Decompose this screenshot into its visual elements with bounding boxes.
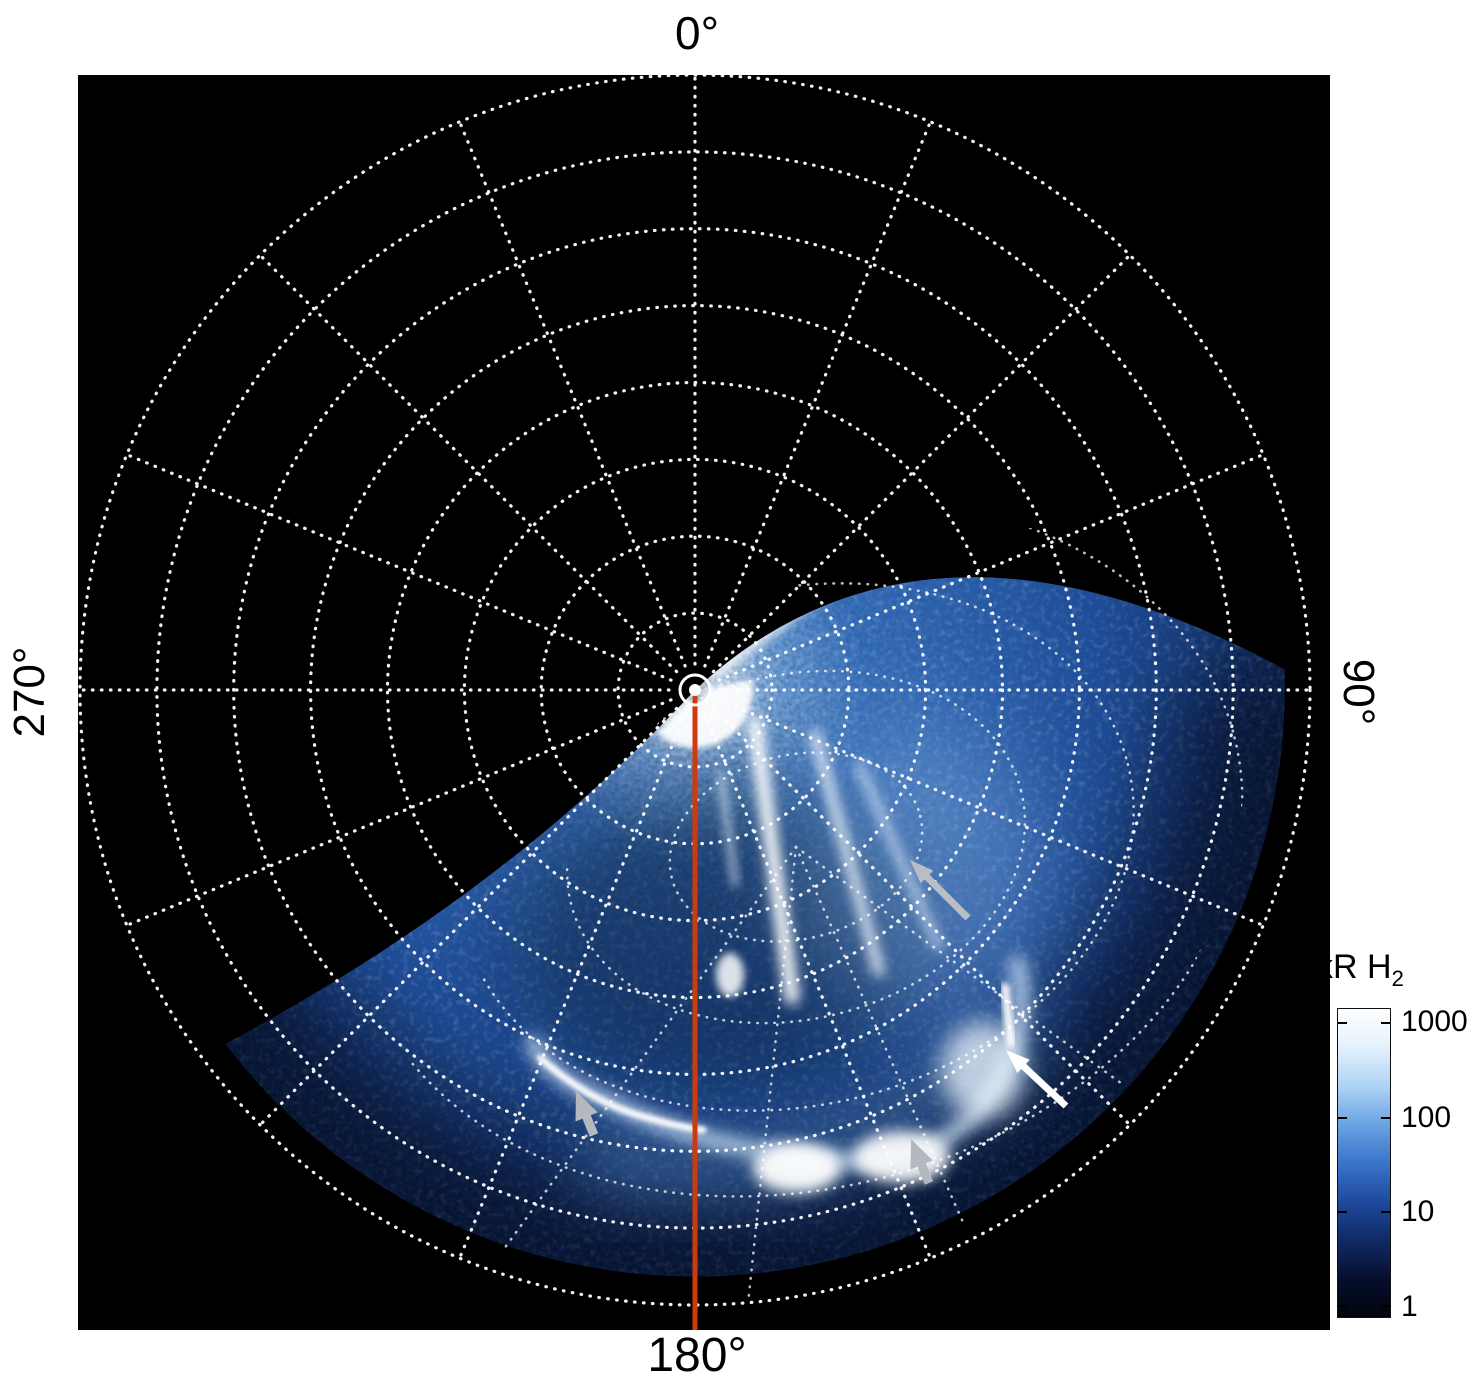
colorbar-tick-10: 10 — [1401, 1194, 1435, 1228]
angle-label-270: 270° — [5, 646, 54, 738]
colorbar-tick-mark — [1381, 1210, 1390, 1213]
colorbar-title: kR H2 — [1316, 948, 1404, 992]
polar-grid — [78, 73, 1312, 1307]
colorbar-gradient — [1337, 1008, 1391, 1318]
colorbar-title-subscript: 2 — [1391, 965, 1404, 991]
gray-arrowhead-left — [575, 1091, 599, 1137]
white-arrow-right — [1006, 1050, 1069, 1109]
gray-arrowhead-bottom — [910, 1139, 934, 1185]
pole-center-marker — [678, 673, 712, 707]
colorbar-tick-mark — [1338, 1305, 1347, 1308]
gray-arrow-upper — [910, 860, 971, 921]
colorbar-tick-1000: 1000 — [1401, 1004, 1468, 1038]
angle-label-180: 180° — [647, 1329, 747, 1382]
angle-label-0: 0° — [675, 7, 719, 59]
colorbar-tick-1: 1 — [1401, 1290, 1418, 1324]
colorbar-tick-mark — [1381, 1117, 1390, 1120]
polar-plot-area — [78, 73, 1330, 1346]
colorbar-tick-mark — [1338, 1021, 1347, 1024]
aurora-polar-chart — [78, 73, 1330, 1346]
colorbar-title-text: kR H — [1316, 948, 1392, 986]
colorbar-tick-mark — [1338, 1117, 1347, 1120]
colorbar-tick-labels: 1000 100 10 1 — [1401, 1004, 1479, 1323]
colorbar-tick-mark — [1381, 1305, 1390, 1308]
colorbar-tick-mark — [1381, 1021, 1390, 1024]
colorbar-tick-mark — [1338, 1210, 1347, 1213]
angle-label-90: 90° — [1334, 658, 1383, 726]
colorbar-tick-100: 100 — [1401, 1101, 1452, 1135]
